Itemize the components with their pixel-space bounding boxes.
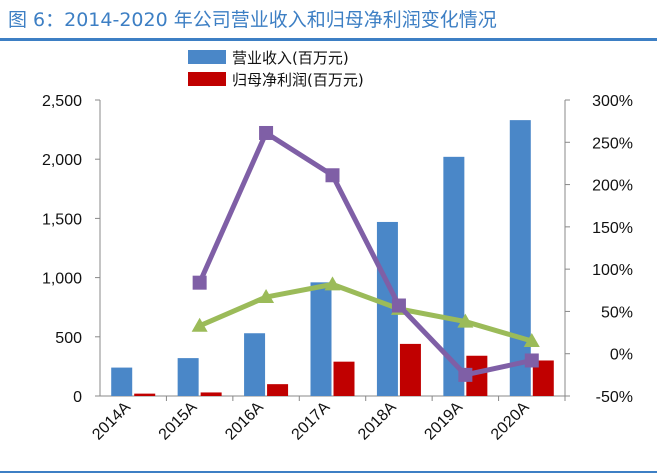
revenue-growth-point [258, 289, 275, 304]
profit-bar [200, 392, 222, 396]
revenue-growth-point [324, 276, 341, 291]
profit-growth-line [197, 130, 533, 378]
revenue-growth-point [457, 313, 474, 328]
y-left-tick-label: 0 [73, 389, 82, 406]
x-tick-label: 2020A [488, 399, 533, 444]
title-underline [0, 38, 657, 41]
y-left-tick-label: 2,000 [42, 152, 82, 169]
y-right-tick-label: 250% [592, 135, 633, 152]
profit-growth-point [391, 298, 406, 313]
revenue-bar [177, 358, 199, 396]
y-left-tick-label: 2,500 [42, 93, 82, 110]
revenue-growth-line [198, 281, 533, 344]
y-right-tick-label: 0% [610, 347, 633, 364]
profit-bar [399, 343, 421, 396]
x-tick-label: 2018A [355, 399, 400, 444]
bottom-rule [0, 471, 657, 473]
y-right-tick-label: 100% [592, 262, 633, 279]
profit-bar [466, 355, 488, 396]
revenue-bar [376, 221, 398, 396]
profit-growth-point [259, 125, 274, 140]
profit-bar [267, 384, 289, 396]
y-right-tick-label: -50% [596, 389, 633, 406]
x-tick-label: 2017A [289, 399, 334, 444]
x-tick-label: 2014A [89, 399, 134, 444]
profit-growth-point [458, 367, 473, 382]
profit-bar [532, 360, 554, 396]
revenue-growth-point [191, 317, 208, 332]
revenue-bar [244, 333, 266, 396]
x-tick-label: 2016A [222, 399, 267, 444]
profit-growth-point [325, 168, 340, 183]
bars [111, 120, 554, 397]
revenue-growth-point [523, 333, 540, 348]
y-right-tick-label: 300% [592, 93, 633, 110]
legend: 营业收入(百万元) 归母净利润(百万元) [188, 49, 364, 89]
y-left-tick-label: 1,500 [42, 211, 82, 228]
chart-title: 图 6：2014-2020 年公司营业收入和归母净利润变化情况 [8, 9, 497, 31]
revenue-bar [310, 282, 332, 396]
revenue-bar [443, 156, 465, 396]
profit-growth-point [524, 353, 539, 368]
growth-lines [191, 125, 540, 382]
revenue-bar [111, 367, 133, 396]
y-left-tick-label: 1,000 [42, 271, 82, 288]
profit-growth-point [192, 275, 207, 290]
y-left-tick-label: 500 [55, 330, 82, 347]
profit-bar [333, 361, 355, 396]
x-tick-label: 2019A [421, 399, 466, 444]
revenue-bar [509, 120, 531, 397]
x-tick-label: 2015A [156, 399, 201, 444]
y-right-tick-label: 50% [601, 304, 633, 321]
legend-swatch [188, 72, 226, 86]
legend-swatch [188, 50, 226, 64]
y-right-tick-label: 150% [592, 220, 633, 237]
legend-label: 归母净利润(百万元) [232, 71, 364, 89]
legend-label: 营业收入(百万元) [232, 49, 349, 67]
y-right-tick-label: 200% [592, 178, 633, 195]
profit-bar [134, 393, 156, 396]
